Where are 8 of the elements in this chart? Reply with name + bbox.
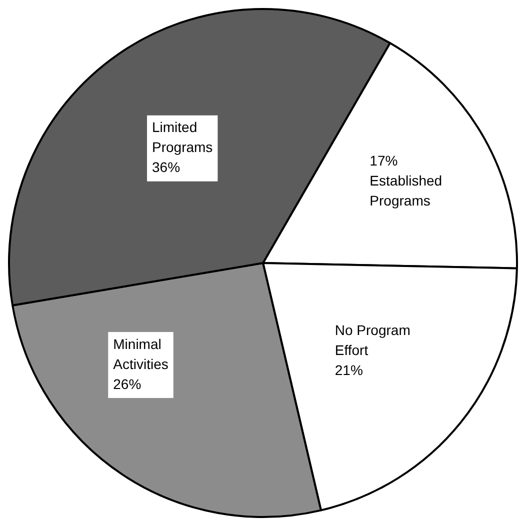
- slice-label: Minimal Activities: [113, 336, 168, 372]
- data-label: 26%: [113, 376, 142, 392]
- data-label: 17%: [370, 152, 398, 168]
- slice-label: Limited Programs: [152, 119, 213, 156]
- slice-label: Established Programs: [370, 172, 442, 208]
- data-label: 36%: [152, 159, 180, 176]
- data-label: 21%: [334, 362, 363, 378]
- slice-label: No Program Effort: [334, 322, 410, 358]
